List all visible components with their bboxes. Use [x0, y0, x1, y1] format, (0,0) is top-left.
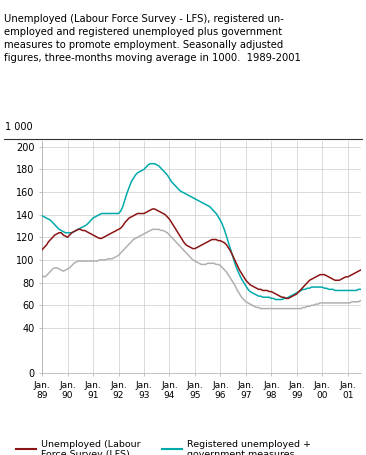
Text: 1 000: 1 000 — [5, 122, 33, 132]
Legend: Unemployed (Labour
Force Survey (LFS), Registered unemployed, Registered unemplo: Unemployed (Labour Force Survey (LFS), R… — [12, 436, 315, 455]
Text: Unemployed (Labour Force Survey - LFS), registered un-
employed and registered u: Unemployed (Labour Force Survey - LFS), … — [4, 14, 300, 63]
